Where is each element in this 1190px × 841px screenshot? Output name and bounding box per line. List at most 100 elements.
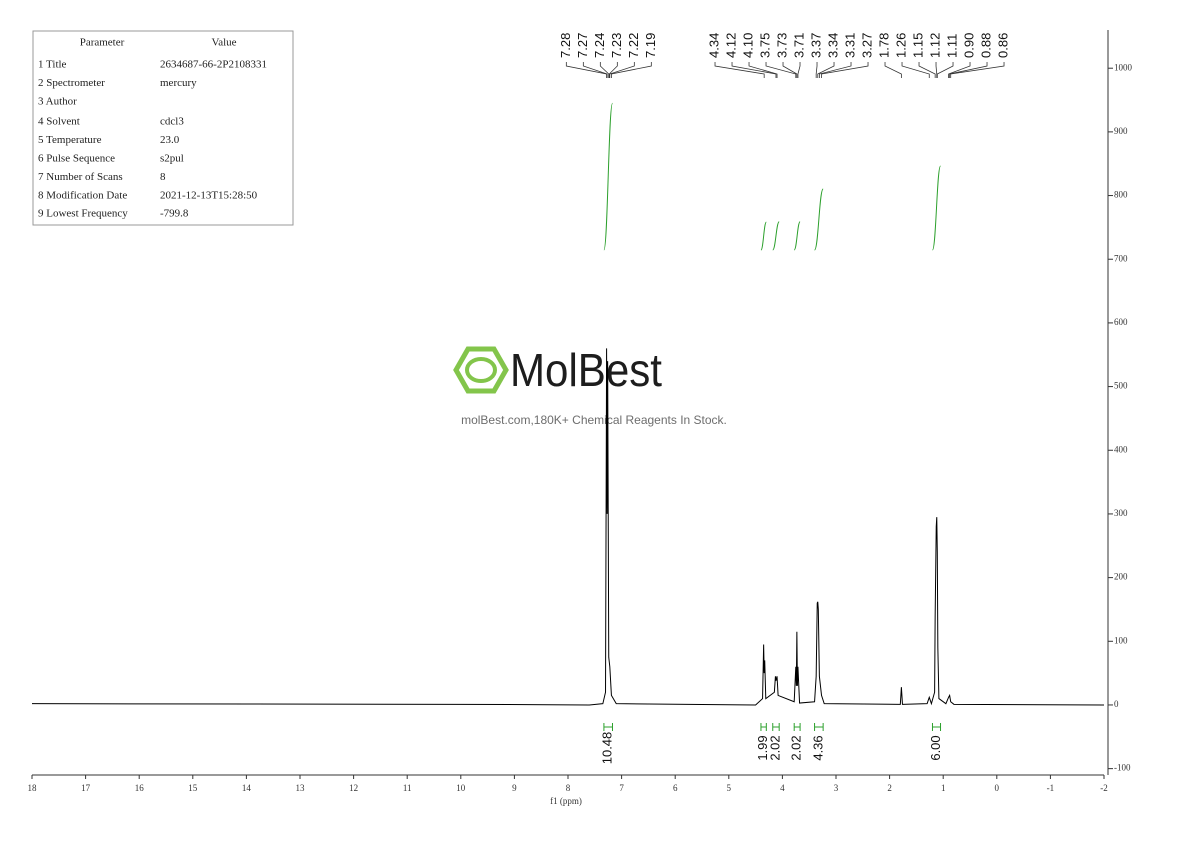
peak-connector [950, 62, 1005, 78]
peak-label: 3.73 [774, 33, 789, 58]
peak-connector [901, 62, 930, 78]
peak-label: 1.26 [893, 33, 908, 58]
integral-bracket [760, 723, 767, 731]
table-cell: 8 [160, 171, 166, 183]
peak-connector [884, 62, 902, 78]
table-header: Value [211, 37, 236, 49]
peak-connector [948, 62, 971, 78]
peak-connector [565, 62, 607, 78]
peak-connector [599, 62, 610, 78]
peak-label: 7.24 [592, 33, 607, 58]
x-tick-label: 9 [512, 783, 517, 793]
logo-ring [465, 357, 497, 383]
x-tick-label: 15 [188, 783, 198, 793]
x-tick-label: 10 [456, 783, 466, 793]
integral-bracket [931, 723, 942, 731]
x-tick-label: 17 [81, 783, 91, 793]
peak-connector [731, 62, 777, 78]
x-tick-label: 0 [995, 783, 1000, 793]
table-cell: 2 Spectrometer [38, 77, 105, 89]
integral-bracket [814, 723, 824, 731]
integral-label: 2.02 [767, 735, 782, 760]
peak-label: 1.15 [910, 33, 925, 58]
peak-connector [817, 62, 835, 78]
y-tick-label: 200 [1114, 572, 1128, 582]
peak-connector [782, 62, 798, 78]
integral-curve [772, 221, 780, 251]
peak-label: 3.71 [791, 33, 806, 58]
x-axis-label: f1 (ppm) [550, 796, 582, 806]
table-cell: 6 Pulse Sequence [38, 153, 115, 165]
peak-label: 3.34 [825, 33, 840, 58]
x-tick-label: 12 [349, 783, 358, 793]
peak-label: 4.12 [723, 33, 738, 58]
integral-label: 4.36 [810, 735, 825, 760]
table-cell: 5 Temperature [38, 134, 102, 146]
peak-label: 7.27 [575, 33, 590, 58]
integral-bracket [793, 723, 801, 731]
x-tick-label: 2 [887, 783, 892, 793]
table-cell: -799.8 [160, 208, 189, 220]
peak-connector [714, 62, 765, 78]
peak-label: 4.10 [740, 33, 755, 58]
watermark: MolBest molBest.com,180K+ Chemical Reage… [453, 344, 727, 427]
peak-label: 7.28 [558, 33, 573, 58]
table-cell: 2634687-66-2P2108331 [160, 59, 267, 71]
x-tick-label: 3 [834, 783, 839, 793]
integral-curve [814, 188, 824, 251]
table-cell: cdcl3 [160, 116, 184, 128]
x-tick-label: 13 [296, 783, 306, 793]
peak-connector [821, 62, 869, 78]
peak-label: 0.90 [961, 33, 976, 58]
peak-connector [918, 62, 936, 78]
table-cell: 1 Title [38, 59, 67, 71]
y-tick-label: 1000 [1114, 62, 1133, 72]
peak-connector [608, 62, 618, 78]
x-tick-label: 14 [242, 783, 252, 793]
peak-label: 1.12 [927, 33, 942, 58]
x-tick-label: 11 [403, 783, 412, 793]
integral-curve [760, 221, 767, 251]
brand: MolBest [510, 344, 662, 396]
x-tick-label: 18 [28, 783, 38, 793]
integral-label: 2.02 [789, 735, 804, 760]
parameter-box [32, 30, 294, 226]
spectrum [31, 348, 1105, 706]
x-tick-label: 7 [619, 783, 624, 793]
y-tick-label: 600 [1114, 317, 1128, 327]
table-cell: 4 Solvent [38, 116, 80, 128]
y-tick-label: 500 [1114, 381, 1128, 391]
integral-bracket [772, 723, 780, 731]
integral-curve [603, 102, 613, 251]
peak-connector [609, 62, 635, 78]
table-cell: s2pul [160, 153, 184, 165]
y-tick-label: 100 [1114, 635, 1128, 645]
tagline: molBest.com,180K+ Chemical Reagents In S… [461, 413, 727, 427]
peak-label: 7.22 [626, 33, 641, 58]
y-tick-label: -100 [1114, 763, 1131, 773]
peak-label: 3.31 [842, 33, 857, 58]
y-tick-label: 300 [1114, 508, 1128, 518]
peak-connector [748, 62, 778, 78]
peak-label: 7.23 [609, 33, 624, 58]
integral-curve [931, 165, 942, 251]
peak-connector [815, 62, 818, 78]
peak-label: 4.34 [706, 33, 721, 58]
y-tick-label: 0 [1114, 699, 1119, 709]
peak-label: 0.86 [995, 33, 1010, 58]
y-tick-label: 900 [1114, 126, 1128, 136]
integral-curve [793, 221, 801, 251]
integral-label: 10.48 [600, 732, 615, 765]
peak-connector [936, 62, 954, 78]
x-tick-label: -2 [1100, 783, 1108, 793]
peak-label: 7.19 [643, 33, 658, 58]
table-header: Parameter [80, 37, 125, 49]
x-tick-label: -1 [1047, 783, 1055, 793]
table-cell: 2021-12-13T15:28:50 [160, 189, 258, 201]
peak-connector [611, 62, 652, 78]
table-cell: mercury [160, 77, 197, 89]
peak-connector [582, 62, 608, 78]
x-tick-label: 4 [780, 783, 785, 793]
